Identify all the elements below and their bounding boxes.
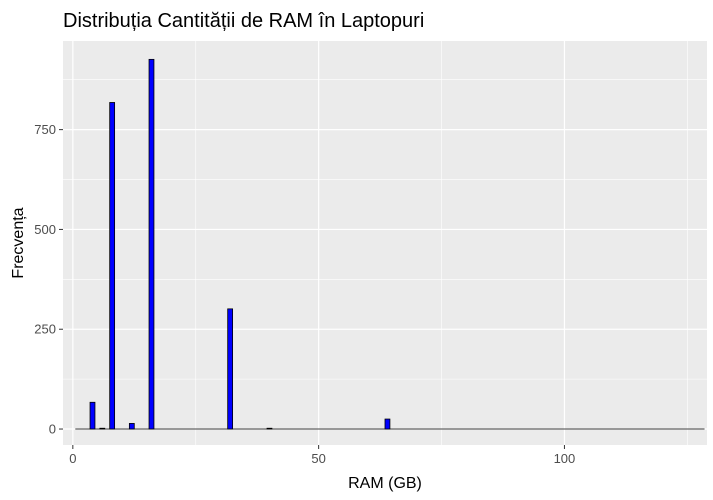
y-tick-labels: 0 250 500 750: [34, 122, 56, 436]
bar-ram-64: [384, 418, 391, 430]
x-tick-labels: 0 50 100: [69, 451, 575, 466]
y-axis-title: Frecvența: [10, 207, 27, 278]
axis-ticks: [59, 129, 565, 449]
x-tick-label: 0: [69, 451, 76, 466]
y-tick-label: 750: [34, 122, 56, 137]
x-axis-title: RAM (GB): [348, 475, 422, 492]
x-tick-label: 100: [554, 451, 576, 466]
bar-ram-4: [89, 401, 96, 430]
bars: [75, 58, 705, 430]
y-tick-label: 500: [34, 222, 56, 237]
x-tick-label: 50: [311, 451, 325, 466]
y-tick-label: 250: [34, 322, 56, 337]
bar-ram-16: [148, 58, 155, 430]
bar-ram-6: [99, 427, 106, 430]
bar-ram-8: [109, 102, 116, 430]
grid-minor: [63, 41, 707, 445]
bar-ram-32: [227, 308, 234, 430]
plot-panel: [63, 41, 707, 445]
bar-ram-12: [128, 423, 135, 430]
chart-title: Distribuția Cantității de RAM în Laptopu…: [63, 10, 424, 32]
y-tick-label: 0: [49, 422, 56, 437]
bar-ram-40: [266, 427, 273, 430]
